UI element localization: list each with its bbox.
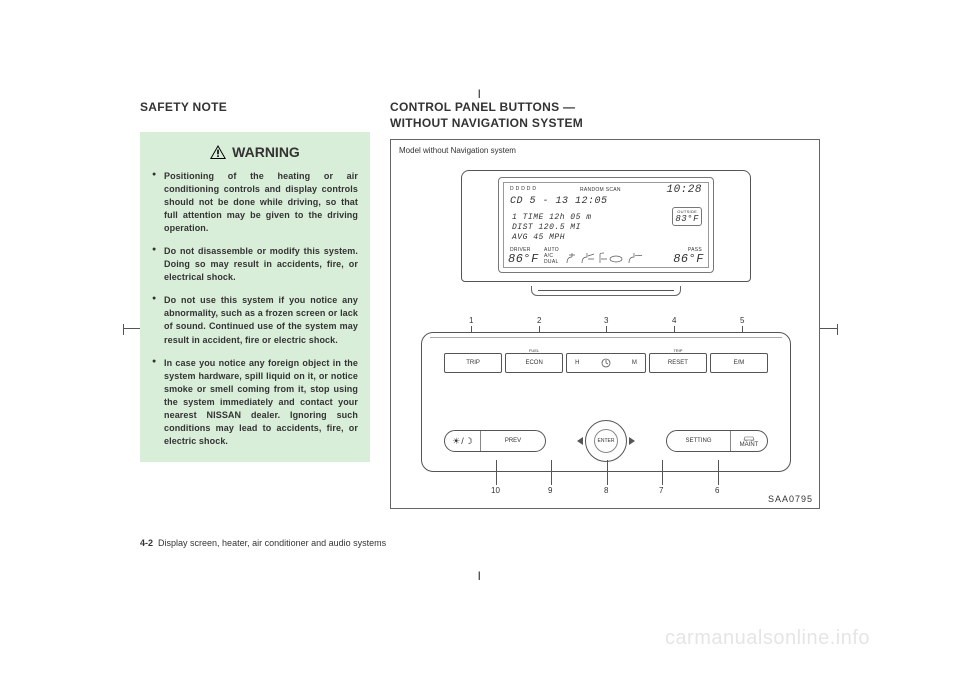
warning-item: Positioning of the heating or air condit…	[152, 170, 358, 235]
button-row-bottom: ☀/☽ PREV ENTER SETTING	[444, 427, 768, 455]
cd-track-display: CD 5 - 13 12:05	[510, 196, 608, 207]
callout-1: 1	[469, 316, 473, 325]
hour-label: H	[575, 360, 579, 366]
em-button[interactable]: E/M	[710, 353, 768, 373]
right-column: CONTROL PANEL BUTTONS — WITHOUT NAVIGATI…	[390, 100, 820, 509]
clock-set-button[interactable]: H M	[566, 353, 646, 373]
callout-2: 2	[537, 316, 541, 325]
reset-label: RESET	[668, 360, 688, 366]
minute-label: M	[632, 360, 637, 366]
enter-label: ENTER	[598, 438, 615, 444]
diagram-code: SAA0795	[768, 494, 813, 504]
pass-temp: 86°F	[673, 252, 704, 266]
callout-line	[718, 460, 719, 485]
diagram-caption: Model without Navigation system	[399, 146, 516, 155]
trip-button[interactable]: TRIP	[444, 353, 502, 373]
screen-frame: D D D D D RANDOM SCAN 10:28 CD 5 - 13 12…	[498, 177, 714, 273]
clock-icon	[601, 358, 611, 368]
random-scan-label: RANDOM SCAN	[580, 187, 621, 193]
display-unit: D D D D D RANDOM SCAN 10:28 CD 5 - 13 12…	[461, 170, 751, 300]
brightness-button[interactable]: ☀/☽	[445, 431, 481, 451]
callout-6: 6	[715, 486, 719, 495]
crop-mark-bottom: |	[478, 570, 483, 580]
callout-3: 3	[604, 316, 608, 325]
maint-button[interactable]: MAINT	[731, 431, 767, 451]
page-number: 4-2	[140, 538, 153, 548]
dual-label: DUAL	[544, 259, 559, 265]
warning-item: Do not use this system if you notice any…	[152, 294, 358, 346]
safety-note-heading: SAFETY NOTE	[140, 100, 370, 114]
callout-5: 5	[740, 316, 744, 325]
sun-icon: ☀	[452, 436, 460, 447]
warning-item: In case you notice any foreign object in…	[152, 357, 358, 448]
heading-line2: WITHOUT NAVIGATION SYSTEM	[390, 116, 583, 130]
watermark: carmanualsonline.info	[665, 627, 870, 650]
clock-display: 10:28	[666, 184, 702, 196]
warning-box: WARNING Positioning of the heating or ai…	[140, 132, 370, 462]
crop-mark-right	[818, 328, 838, 329]
callout-line	[662, 460, 663, 485]
warning-item: Do not disassemble or modify this system…	[152, 245, 358, 284]
button-row-top: TRIP FUELECON H M TRIPRESET E/M	[444, 353, 768, 373]
fuel-label: FUEL	[529, 348, 539, 353]
left-column: SAFETY NOTE WARNING Positioning of the h…	[140, 100, 370, 509]
control-panel-heading: CONTROL PANEL BUTTONS — WITHOUT NAVIGATI…	[390, 100, 820, 131]
enter-knob[interactable]: ENTER	[585, 420, 627, 462]
control-panel-diagram: Model without Navigation system D D D D …	[390, 139, 820, 509]
callout-10: 10	[491, 486, 500, 495]
prev-button[interactable]: PREV	[481, 431, 545, 451]
setting-maint-pill: SETTING MAINT	[666, 430, 768, 452]
warning-icon	[210, 145, 226, 159]
knob-right-arrow	[629, 437, 635, 445]
disc-indicators: D D D D D	[510, 186, 536, 192]
cd-slot	[531, 286, 681, 296]
airflow-icons	[564, 251, 644, 265]
callout-line	[496, 460, 497, 485]
moon-icon: ☽	[465, 436, 473, 447]
econ-label: ECON	[525, 360, 542, 366]
warning-list: Positioning of the heating or air condit…	[152, 170, 358, 448]
trip-avg-line: AVG 45 MPH	[512, 233, 565, 242]
brightness-prev-pill: ☀/☽ PREV	[444, 430, 546, 452]
page-footer: 4-2 Display screen, heater, air conditio…	[140, 538, 386, 548]
maint-label: MAINT	[740, 442, 759, 448]
callout-4: 4	[672, 316, 676, 325]
callout-8: 8	[604, 486, 608, 495]
button-panel: TRIP FUELECON H M TRIPRESET E/M	[421, 332, 791, 472]
warning-title: WARNING	[152, 144, 358, 160]
trip-dist-line: DIST 120.5 MI	[512, 223, 581, 232]
car-icon	[743, 435, 755, 441]
trip-sup-label: TRIP	[673, 348, 682, 353]
setting-button[interactable]: SETTING	[667, 431, 731, 451]
driver-temp: 86°F	[508, 252, 539, 266]
trip-time-line: 1 TIME 12h 05 m	[512, 213, 592, 222]
heading-line1: CONTROL PANEL BUTTONS —	[390, 100, 575, 114]
outside-temp: 83°F	[675, 214, 699, 224]
crop-mark-top: |	[478, 88, 483, 98]
callout-9: 9	[548, 486, 552, 495]
screen-inner: D D D D D RANDOM SCAN 10:28 CD 5 - 13 12…	[503, 182, 709, 268]
page-content: SAFETY NOTE WARNING Positioning of the h…	[140, 100, 820, 509]
knob-left-arrow	[577, 437, 583, 445]
warning-label: WARNING	[232, 144, 300, 160]
panel-ridge	[430, 337, 782, 338]
outside-temp-box: OUTSIDE 83°F	[672, 207, 702, 226]
fuel-econ-button[interactable]: FUELECON	[505, 353, 563, 373]
callout-7: 7	[659, 486, 663, 495]
trip-reset-button[interactable]: TRIPRESET	[649, 353, 707, 373]
section-title: Display screen, heater, air conditioner …	[158, 538, 386, 548]
callout-line	[607, 460, 608, 485]
screen-housing: D D D D D RANDOM SCAN 10:28 CD 5 - 13 12…	[461, 170, 751, 282]
callout-line	[551, 460, 552, 485]
